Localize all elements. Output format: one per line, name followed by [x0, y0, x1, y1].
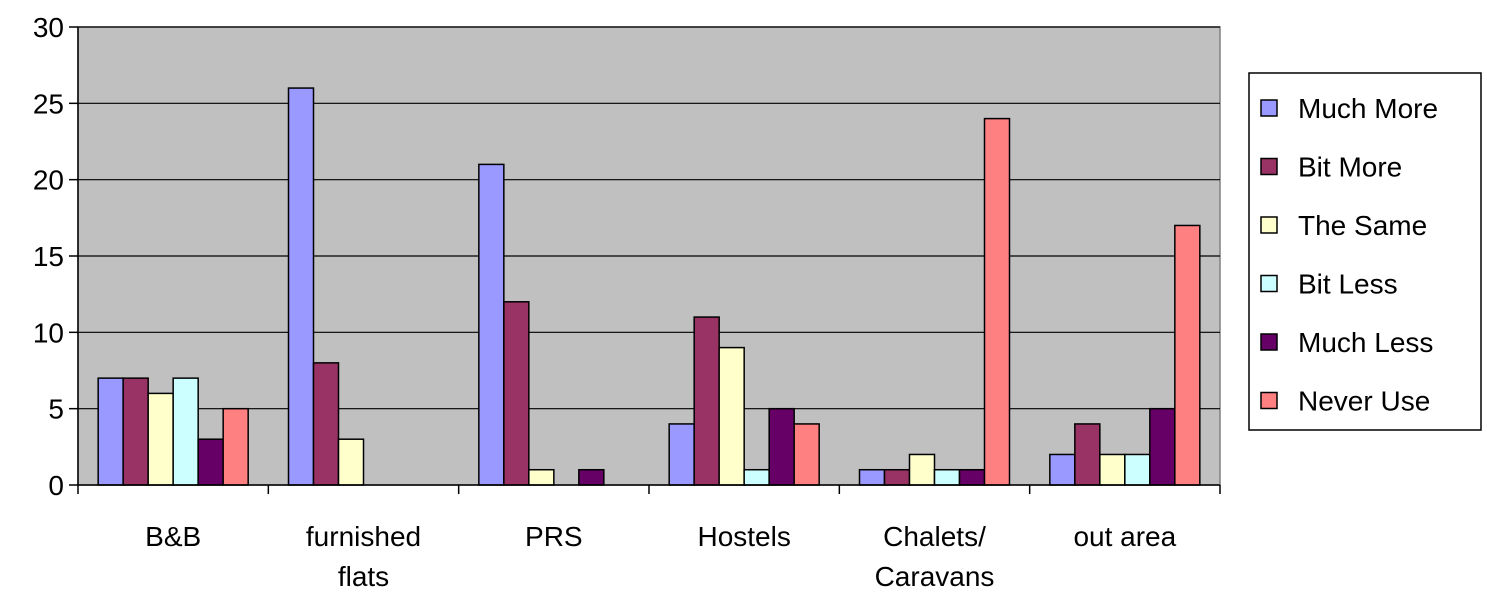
legend-swatch — [1260, 99, 1278, 117]
bar-much-more — [287, 87, 315, 486]
legend-label: Bit More — [1298, 152, 1402, 183]
bar-much-more — [478, 163, 505, 486]
bar-bit-more — [693, 316, 720, 486]
y-axis-ticks: 0 5 10 15 20 25 30 — [33, 12, 78, 501]
bar-the-same — [718, 346, 745, 486]
legend-label: Bit Less — [1298, 269, 1398, 300]
bar-bit-less — [172, 377, 199, 486]
x-category-label: B&B — [145, 521, 201, 552]
bar-never-use — [1174, 224, 1201, 486]
bar-much-more — [858, 468, 886, 486]
x-category-label: out area — [1073, 521, 1176, 552]
x-category-label: PRS — [525, 521, 583, 552]
bar-the-same — [1099, 453, 1126, 486]
bar-bit-less — [743, 468, 770, 486]
y-tick-label: 30 — [33, 12, 64, 43]
legend-label: Much Less — [1298, 327, 1433, 358]
bar-never-use — [222, 407, 249, 486]
bar-bit-more — [122, 377, 149, 486]
bar-the-same — [528, 468, 555, 486]
bar-never-use — [793, 423, 820, 486]
y-tick-label: 15 — [33, 241, 64, 272]
legend-swatch — [1260, 333, 1278, 351]
bar-much-less — [958, 468, 986, 486]
y-tick-label: 10 — [33, 317, 64, 348]
x-category-label: furnished flats — [306, 521, 421, 592]
legend-label: Never Use — [1298, 386, 1430, 417]
bar-the-same — [337, 438, 365, 486]
legend-label: Much More — [1298, 93, 1438, 124]
bar-bit-more — [312, 362, 340, 486]
bar-much-more — [1049, 453, 1076, 486]
bar-the-same — [908, 453, 936, 486]
bar-much-less — [1149, 407, 1176, 486]
bar-much-less — [578, 468, 605, 486]
legend-label: The Same — [1298, 210, 1427, 241]
x-category-label: Hostels — [697, 521, 790, 552]
y-tick-label: 0 — [48, 470, 64, 501]
bar-bit-more — [883, 468, 911, 486]
bar-bit-more — [1074, 423, 1101, 486]
legend-swatch — [1260, 274, 1278, 293]
bar-much-less — [768, 407, 795, 486]
bar-bit-less — [1124, 453, 1151, 486]
bars — [97, 87, 1201, 486]
bar-bit-less — [933, 468, 961, 486]
legend-swatch — [1260, 157, 1278, 176]
bar-much-more — [97, 377, 124, 486]
x-axis-labels: B&B furnished flats PRS Hostels Chalets/Carav… — [77, 485, 1221, 592]
bar-bit-more — [503, 301, 530, 486]
y-tick-label: 25 — [33, 88, 64, 119]
bar-much-more — [668, 423, 695, 486]
y-tick-label: 5 — [48, 394, 64, 425]
legend-box — [1248, 72, 1482, 431]
gridlines — [78, 26, 1220, 410]
legend-swatch — [1260, 216, 1278, 234]
x-category-label: Chalets/Caravans — [875, 521, 995, 592]
bar-never-use — [983, 117, 1011, 486]
y-tick-label: 20 — [33, 165, 64, 196]
bar-the-same — [147, 392, 174, 486]
legend-swatch — [1260, 391, 1278, 410]
bar-much-less — [197, 438, 224, 486]
legend: Much More Bit More The Same Bit Less Much Le… — [1248, 72, 1482, 431]
